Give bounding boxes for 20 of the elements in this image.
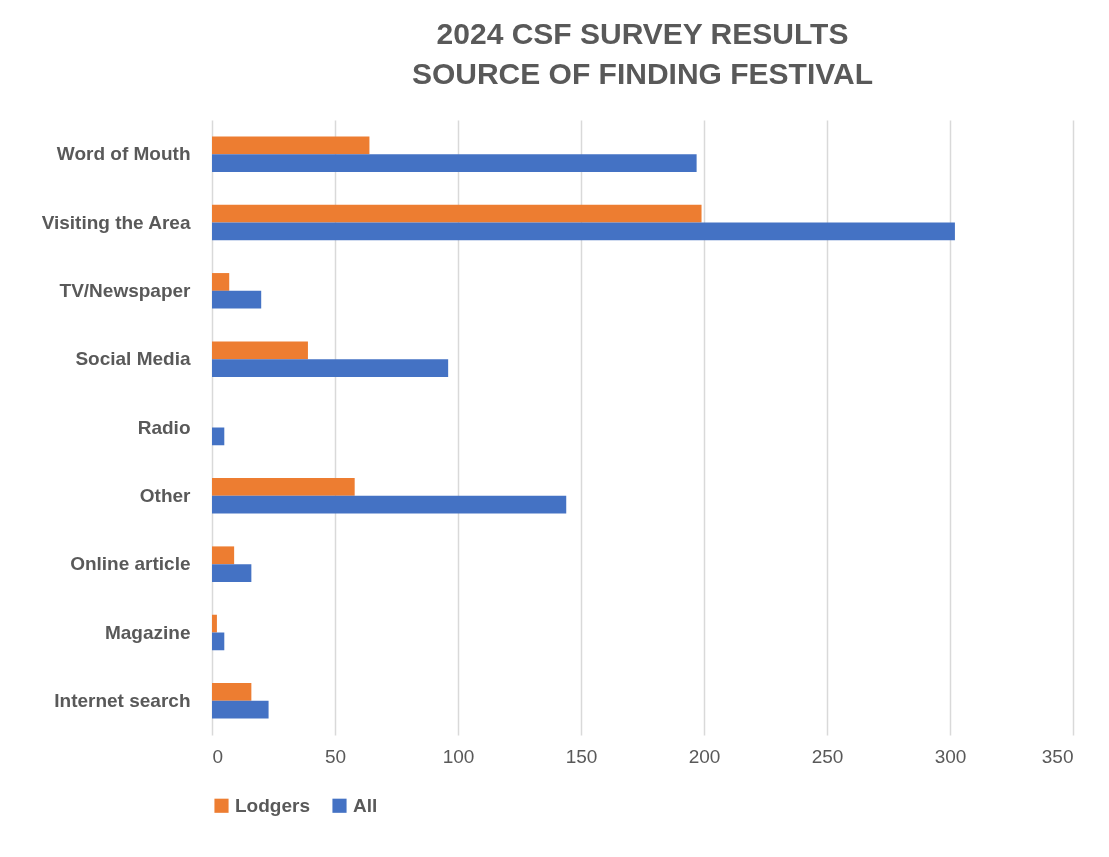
x-tick-label: 0 [212, 745, 224, 767]
x-tick-label: 300 [934, 745, 967, 767]
y-tick-label: Magazine [104, 621, 191, 643]
x-tick-label: 350 [1041, 745, 1074, 767]
y-tick-label: Word of Mouth [56, 143, 191, 165]
x-tick-label: 150 [565, 745, 598, 767]
x-tick-label: 200 [688, 745, 721, 767]
y-tick-label: Internet search [54, 689, 191, 711]
y-tick-label: TV/Newspaper [59, 279, 192, 301]
x-tick-label: 250 [811, 745, 844, 767]
y-tick-label: Other [139, 484, 192, 506]
y-tick-label: Online article [70, 553, 191, 575]
chart-title: 2024 CSF SURVEY RESULTS SOURCE OF FINDING FESTIVAL [411, 17, 874, 90]
y-tick-label: Social Media [75, 348, 191, 370]
legend-label: Lodgers [235, 794, 310, 816]
y-tick-label: Radio [137, 416, 191, 438]
x-tick-label: 50 [324, 745, 347, 767]
y-tick-label: Visiting the Area [41, 211, 191, 233]
x-tick-label: 100 [442, 745, 475, 767]
legend-label: All [353, 794, 378, 816]
